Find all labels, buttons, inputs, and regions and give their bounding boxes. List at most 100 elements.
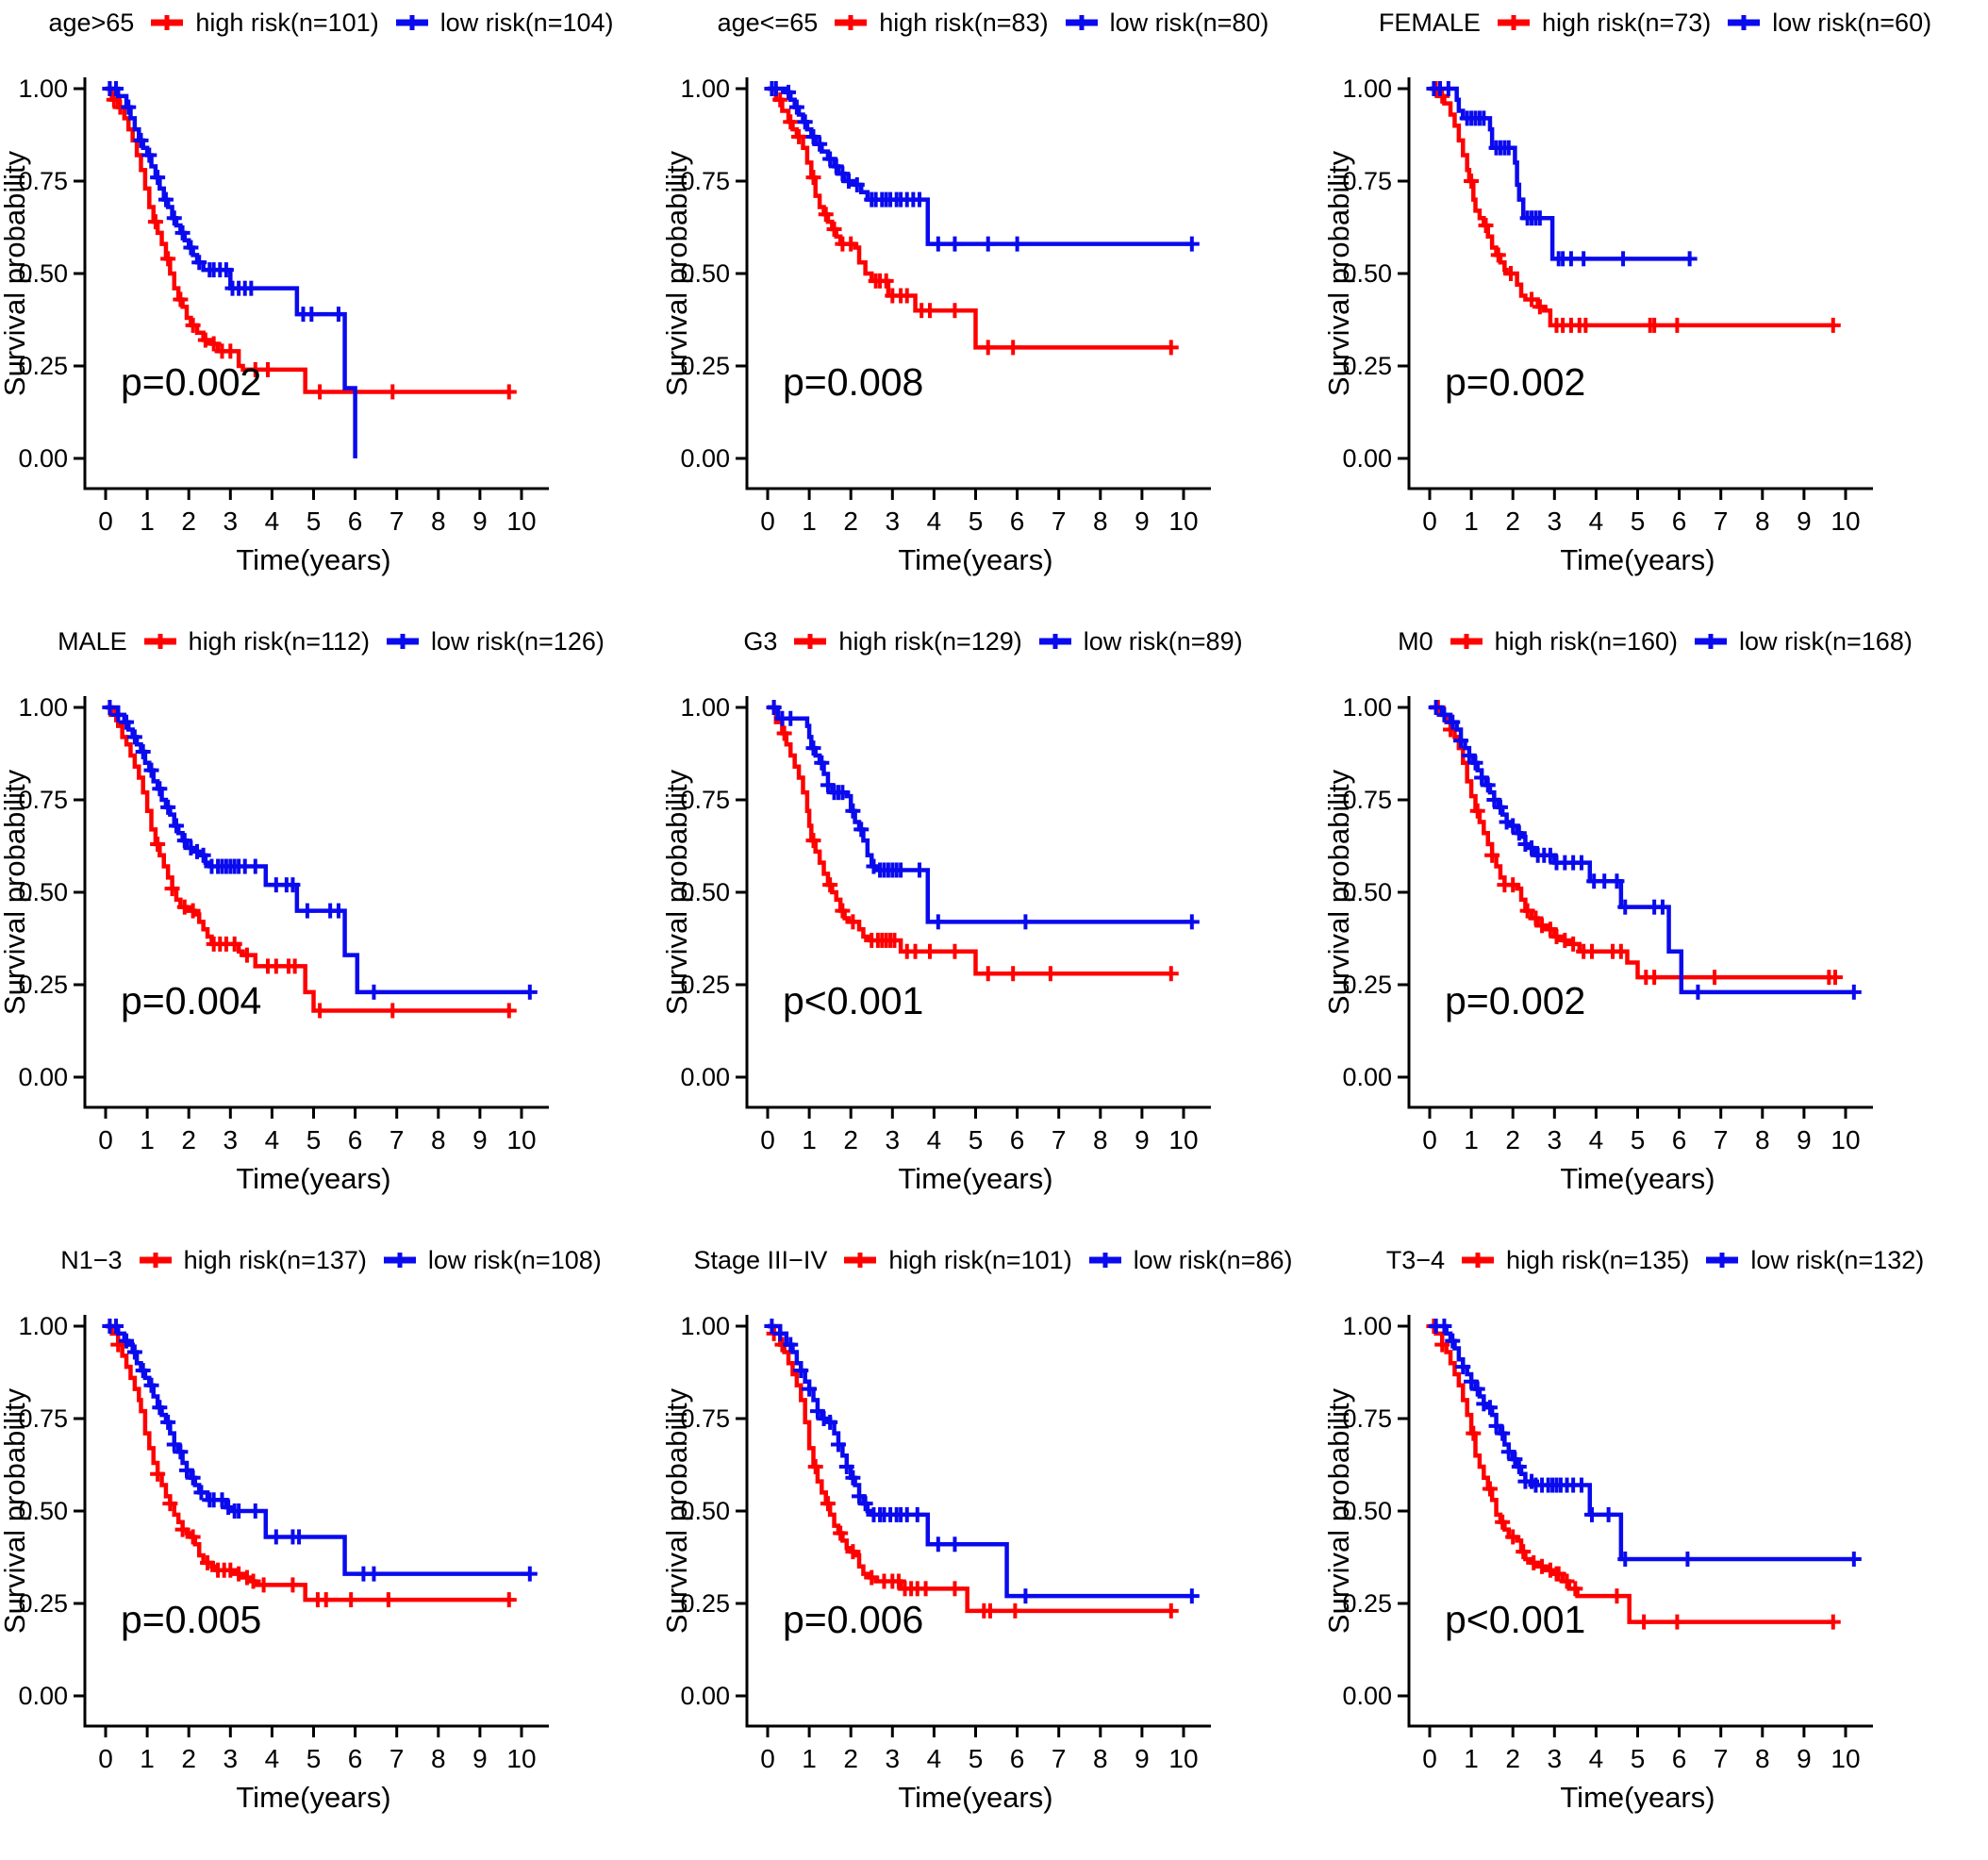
svg-text:1.00: 1.00 (18, 693, 68, 722)
svg-text:2: 2 (181, 1744, 196, 1773)
svg-text:6: 6 (1672, 1744, 1687, 1773)
legend-label: low risk(n=108) (427, 1245, 602, 1274)
svg-text:0.00: 0.00 (1342, 1682, 1392, 1710)
legend-item-low-risk: low risk(n=108) (379, 1246, 602, 1275)
svg-text:8: 8 (431, 1125, 446, 1154)
svg-text:4: 4 (927, 1744, 942, 1773)
svg-text:5: 5 (1631, 507, 1646, 536)
panel-title: MALE (58, 626, 127, 656)
svg-text:0.75: 0.75 (680, 167, 730, 195)
svg-text:8: 8 (1093, 1744, 1108, 1773)
svg-text:0.00: 0.00 (680, 1063, 730, 1091)
svg-text:1: 1 (140, 1125, 155, 1154)
panel-title: age>65 (48, 8, 135, 37)
svg-text:5: 5 (969, 1744, 984, 1773)
svg-text:1: 1 (802, 507, 817, 536)
plot-area: 0.00 0.25 0.50 0.75 1.00 0 1 2 3 4 5 6 7 8 9 10 Time(yea… (1324, 42, 1986, 623)
svg-text:1.00: 1.00 (680, 693, 730, 722)
high-risk-marker-icon (139, 1253, 172, 1268)
svg-text:0: 0 (760, 1125, 775, 1154)
svg-text:Time(years): Time(years) (236, 543, 390, 576)
svg-text:3: 3 (1548, 507, 1563, 536)
high-risk-marker-icon (844, 1253, 877, 1268)
svg-text:9: 9 (1135, 507, 1150, 536)
svg-text:6: 6 (1672, 507, 1687, 536)
panel-legend: M0 high risk(n=160) low risk(n=168) (1324, 619, 1986, 660)
svg-text:9: 9 (1797, 1125, 1812, 1154)
high-risk-marker-icon (1497, 15, 1530, 30)
svg-text:0.00: 0.00 (1342, 1063, 1392, 1091)
km-plot: 0.00 0.25 0.50 0.75 1.00 0 1 2 3 4 5 6 7 8 9 10 Time(yea… (662, 75, 1211, 576)
svg-text:2: 2 (181, 1125, 196, 1154)
km-plot: 0.00 0.25 0.50 0.75 1.00 0 1 2 3 4 5 6 7 8 9 10 Time(yea… (1324, 693, 1873, 1195)
legend-label: low risk(n=89) (1083, 626, 1243, 656)
legend-item-high-risk: high risk(n=101) (146, 8, 379, 38)
svg-text:2: 2 (843, 1125, 858, 1154)
km-panel: age>65 high risk(n=101) low risk(n=104) … (0, 0, 662, 619)
svg-text:1: 1 (1464, 507, 1479, 536)
svg-text:9: 9 (472, 507, 488, 536)
svg-text:0.50: 0.50 (680, 878, 730, 906)
svg-text:7: 7 (389, 507, 405, 536)
legend-item-low-risk: low risk(n=126) (382, 627, 605, 656)
svg-text:10: 10 (1168, 1744, 1198, 1773)
svg-text:1.00: 1.00 (680, 1312, 730, 1340)
low-risk-marker-icon (1706, 1253, 1739, 1268)
svg-text:0.00: 0.00 (18, 1682, 68, 1710)
svg-text:Survival probability: Survival probability (1324, 769, 1355, 1015)
svg-text:0.75: 0.75 (18, 786, 68, 814)
panel-title: age<=65 (717, 8, 819, 37)
svg-text:1.00: 1.00 (1342, 1312, 1392, 1340)
low-risk-marker-icon (1065, 15, 1098, 30)
km-plot: 0.00 0.25 0.50 0.75 1.00 0 1 2 3 4 5 6 7 8 9 10 Time(yea… (1324, 1312, 1873, 1814)
svg-text:0.75: 0.75 (18, 167, 68, 195)
high-risk-marker-icon (143, 634, 176, 649)
p-value: p=0.002 (1445, 979, 1586, 1022)
svg-text:1: 1 (140, 507, 155, 536)
svg-text:8: 8 (1755, 1125, 1770, 1154)
svg-text:10: 10 (506, 1125, 536, 1154)
plot-area: 0.00 0.25 0.50 0.75 1.00 0 1 2 3 4 5 6 7 8 9 10 Time(yea… (662, 660, 1324, 1241)
svg-text:Time(years): Time(years) (898, 1162, 1052, 1195)
p-value: p<0.001 (1445, 1598, 1586, 1641)
p-value: p=0.002 (121, 360, 262, 404)
legend-label: high risk(n=101) (195, 8, 379, 37)
legend-label: high risk(n=83) (879, 8, 1049, 37)
km-plot: 0.00 0.25 0.50 0.75 1.00 0 1 2 3 4 5 6 7 8 9 10 Time(yea… (0, 75, 549, 576)
svg-text:0.25: 0.25 (18, 352, 68, 380)
svg-text:0.50: 0.50 (1342, 878, 1392, 906)
svg-text:2: 2 (843, 1744, 858, 1773)
svg-text:1: 1 (140, 1744, 155, 1773)
legend-item-low-risk: low risk(n=60) (1723, 8, 1931, 38)
svg-text:7: 7 (389, 1744, 405, 1773)
svg-text:0.00: 0.00 (18, 1063, 68, 1091)
svg-text:6: 6 (1672, 1125, 1687, 1154)
svg-text:3: 3 (886, 507, 901, 536)
plot-area: 0.00 0.25 0.50 0.75 1.00 0 1 2 3 4 5 6 7 8 9 10 Time(yea… (0, 42, 662, 623)
panel-legend: age<=65 high risk(n=83) low risk(n=80) (662, 0, 1324, 42)
km-plot: 0.00 0.25 0.50 0.75 1.00 0 1 2 3 4 5 6 7 8 9 10 Time(yea… (662, 1312, 1211, 1814)
legend-item-low-risk: low risk(n=132) (1701, 1246, 1924, 1275)
svg-text:10: 10 (506, 507, 536, 536)
svg-text:0.00: 0.00 (680, 444, 730, 473)
legend-item-high-risk: high risk(n=73) (1493, 8, 1711, 38)
svg-text:1.00: 1.00 (1342, 693, 1392, 722)
svg-text:1.00: 1.00 (1342, 75, 1392, 103)
svg-text:Time(years): Time(years) (898, 1781, 1052, 1814)
panel-legend: MALE high risk(n=112) low risk(n=126) (0, 619, 662, 660)
plot-area: 0.00 0.25 0.50 0.75 1.00 0 1 2 3 4 5 6 7 8 9 10 Time(yea… (662, 1279, 1324, 1860)
svg-text:6: 6 (1010, 1744, 1025, 1773)
svg-text:0.25: 0.25 (680, 1589, 730, 1618)
legend-label: high risk(n=101) (888, 1245, 1072, 1274)
plot-area: 0.00 0.25 0.50 0.75 1.00 0 1 2 3 4 5 6 7 8 9 10 Time(yea… (0, 660, 662, 1241)
svg-text:7: 7 (1052, 1744, 1067, 1773)
legend-item-low-risk: low risk(n=168) (1690, 627, 1913, 656)
panel-legend: T3−4 high risk(n=135) low risk(n=132) (1324, 1237, 1986, 1279)
svg-text:0.00: 0.00 (18, 444, 68, 473)
legend-item-high-risk: high risk(n=112) (140, 627, 370, 656)
svg-text:1: 1 (1464, 1125, 1479, 1154)
svg-text:0: 0 (1422, 1125, 1437, 1154)
svg-text:3: 3 (1548, 1125, 1563, 1154)
panel-title: T3−4 (1385, 1245, 1446, 1274)
